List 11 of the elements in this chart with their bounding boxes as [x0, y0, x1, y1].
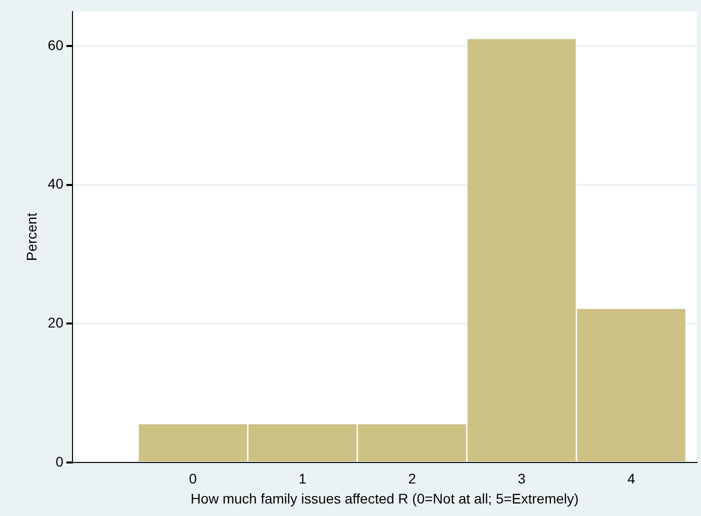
y-tick-label: 20 — [48, 314, 64, 330]
y-axis-title: Percent — [23, 212, 40, 262]
x-axis-title: How much family issues affected R (0=Not at all; 5=Extremely) — [190, 490, 579, 506]
y-tick-label: 40 — [48, 176, 64, 192]
x-tick-label: 0 — [189, 470, 198, 487]
y-tick-label: 0 — [56, 453, 64, 470]
x-tick-label: 3 — [518, 470, 526, 487]
y-tick-label: 60 — [48, 36, 64, 53]
x-tick-label: 1 — [298, 470, 307, 487]
x-tick-label: 2 — [408, 470, 416, 487]
x-tick-label: 4 — [627, 470, 636, 487]
